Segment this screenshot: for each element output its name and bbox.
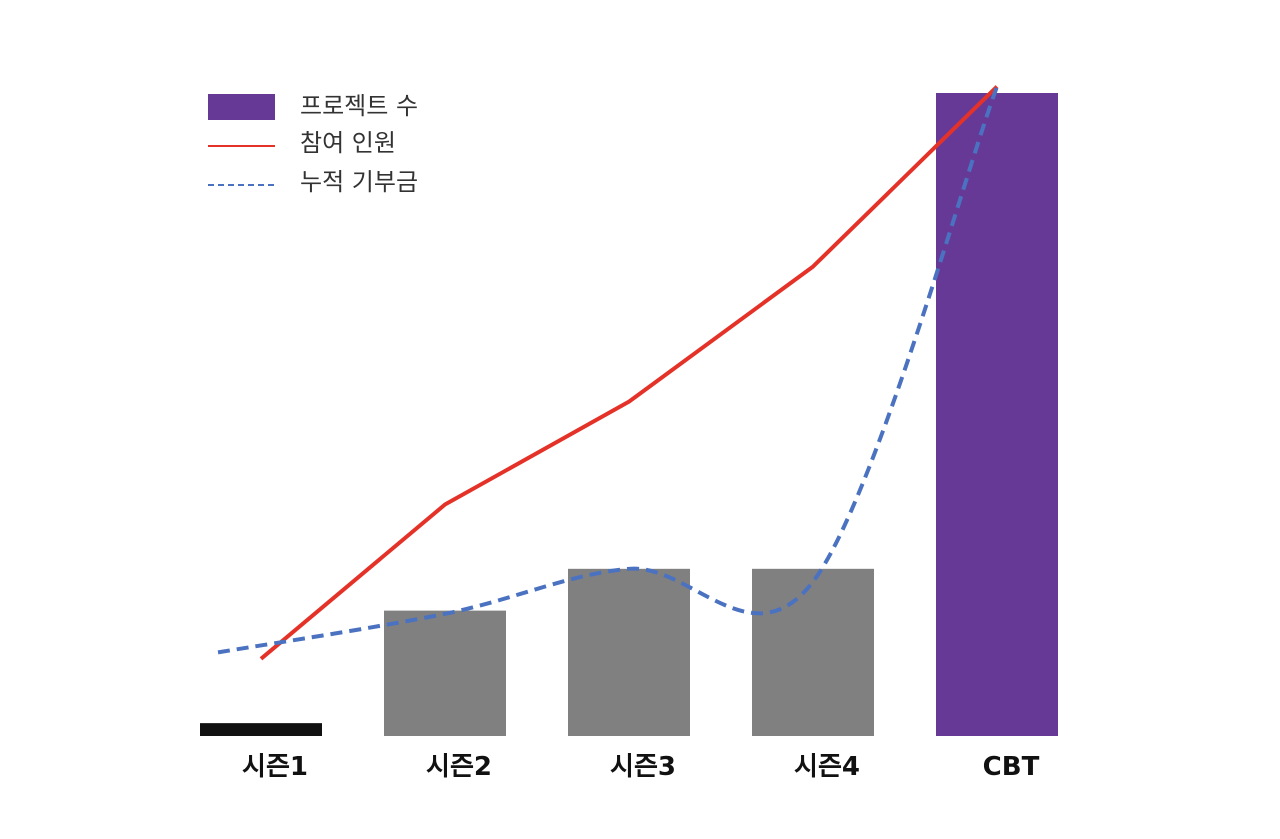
legend-swatch-projects: [208, 94, 275, 120]
x-tick-label: 시즌2: [426, 752, 492, 782]
bar-3: [568, 568, 690, 736]
x-tick-label: 시즌4: [794, 752, 860, 782]
legend: 프로젝트 수 참여 인원 누적 기부금: [208, 92, 418, 196]
legend-label-projects: 프로젝트 수: [300, 92, 418, 120]
series-line-donations: [217, 85, 999, 655]
legend-label-participants: 참여 인원: [300, 129, 396, 157]
bar-4: [752, 568, 874, 736]
series-line-participants: [259, 85, 999, 661]
legend-label-donations: 누적 기부금: [300, 168, 418, 196]
bar-1: [200, 723, 322, 736]
x-tick-label: 시즌1: [242, 752, 308, 782]
x-tick-label: CBT: [983, 752, 1040, 782]
bar-5: [936, 93, 1058, 736]
bar-2: [384, 610, 506, 736]
x-tick-label: 시즌3: [610, 752, 676, 782]
